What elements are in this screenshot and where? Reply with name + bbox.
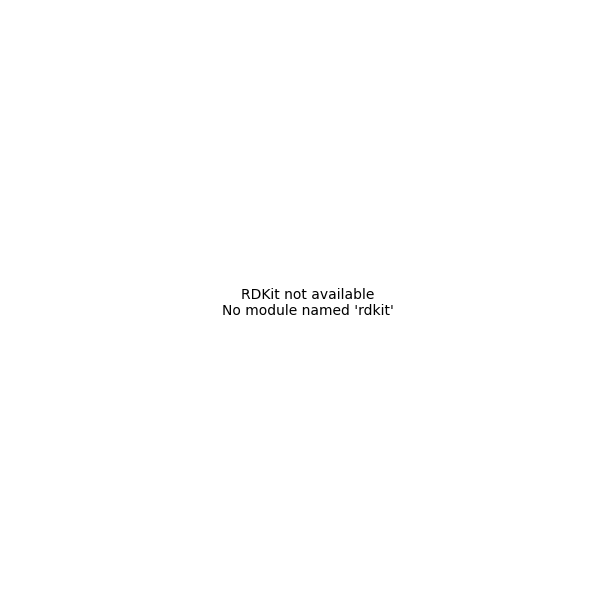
Text: RDKit not available
No module named 'rdkit': RDKit not available No module named 'rdk… [221, 288, 394, 318]
